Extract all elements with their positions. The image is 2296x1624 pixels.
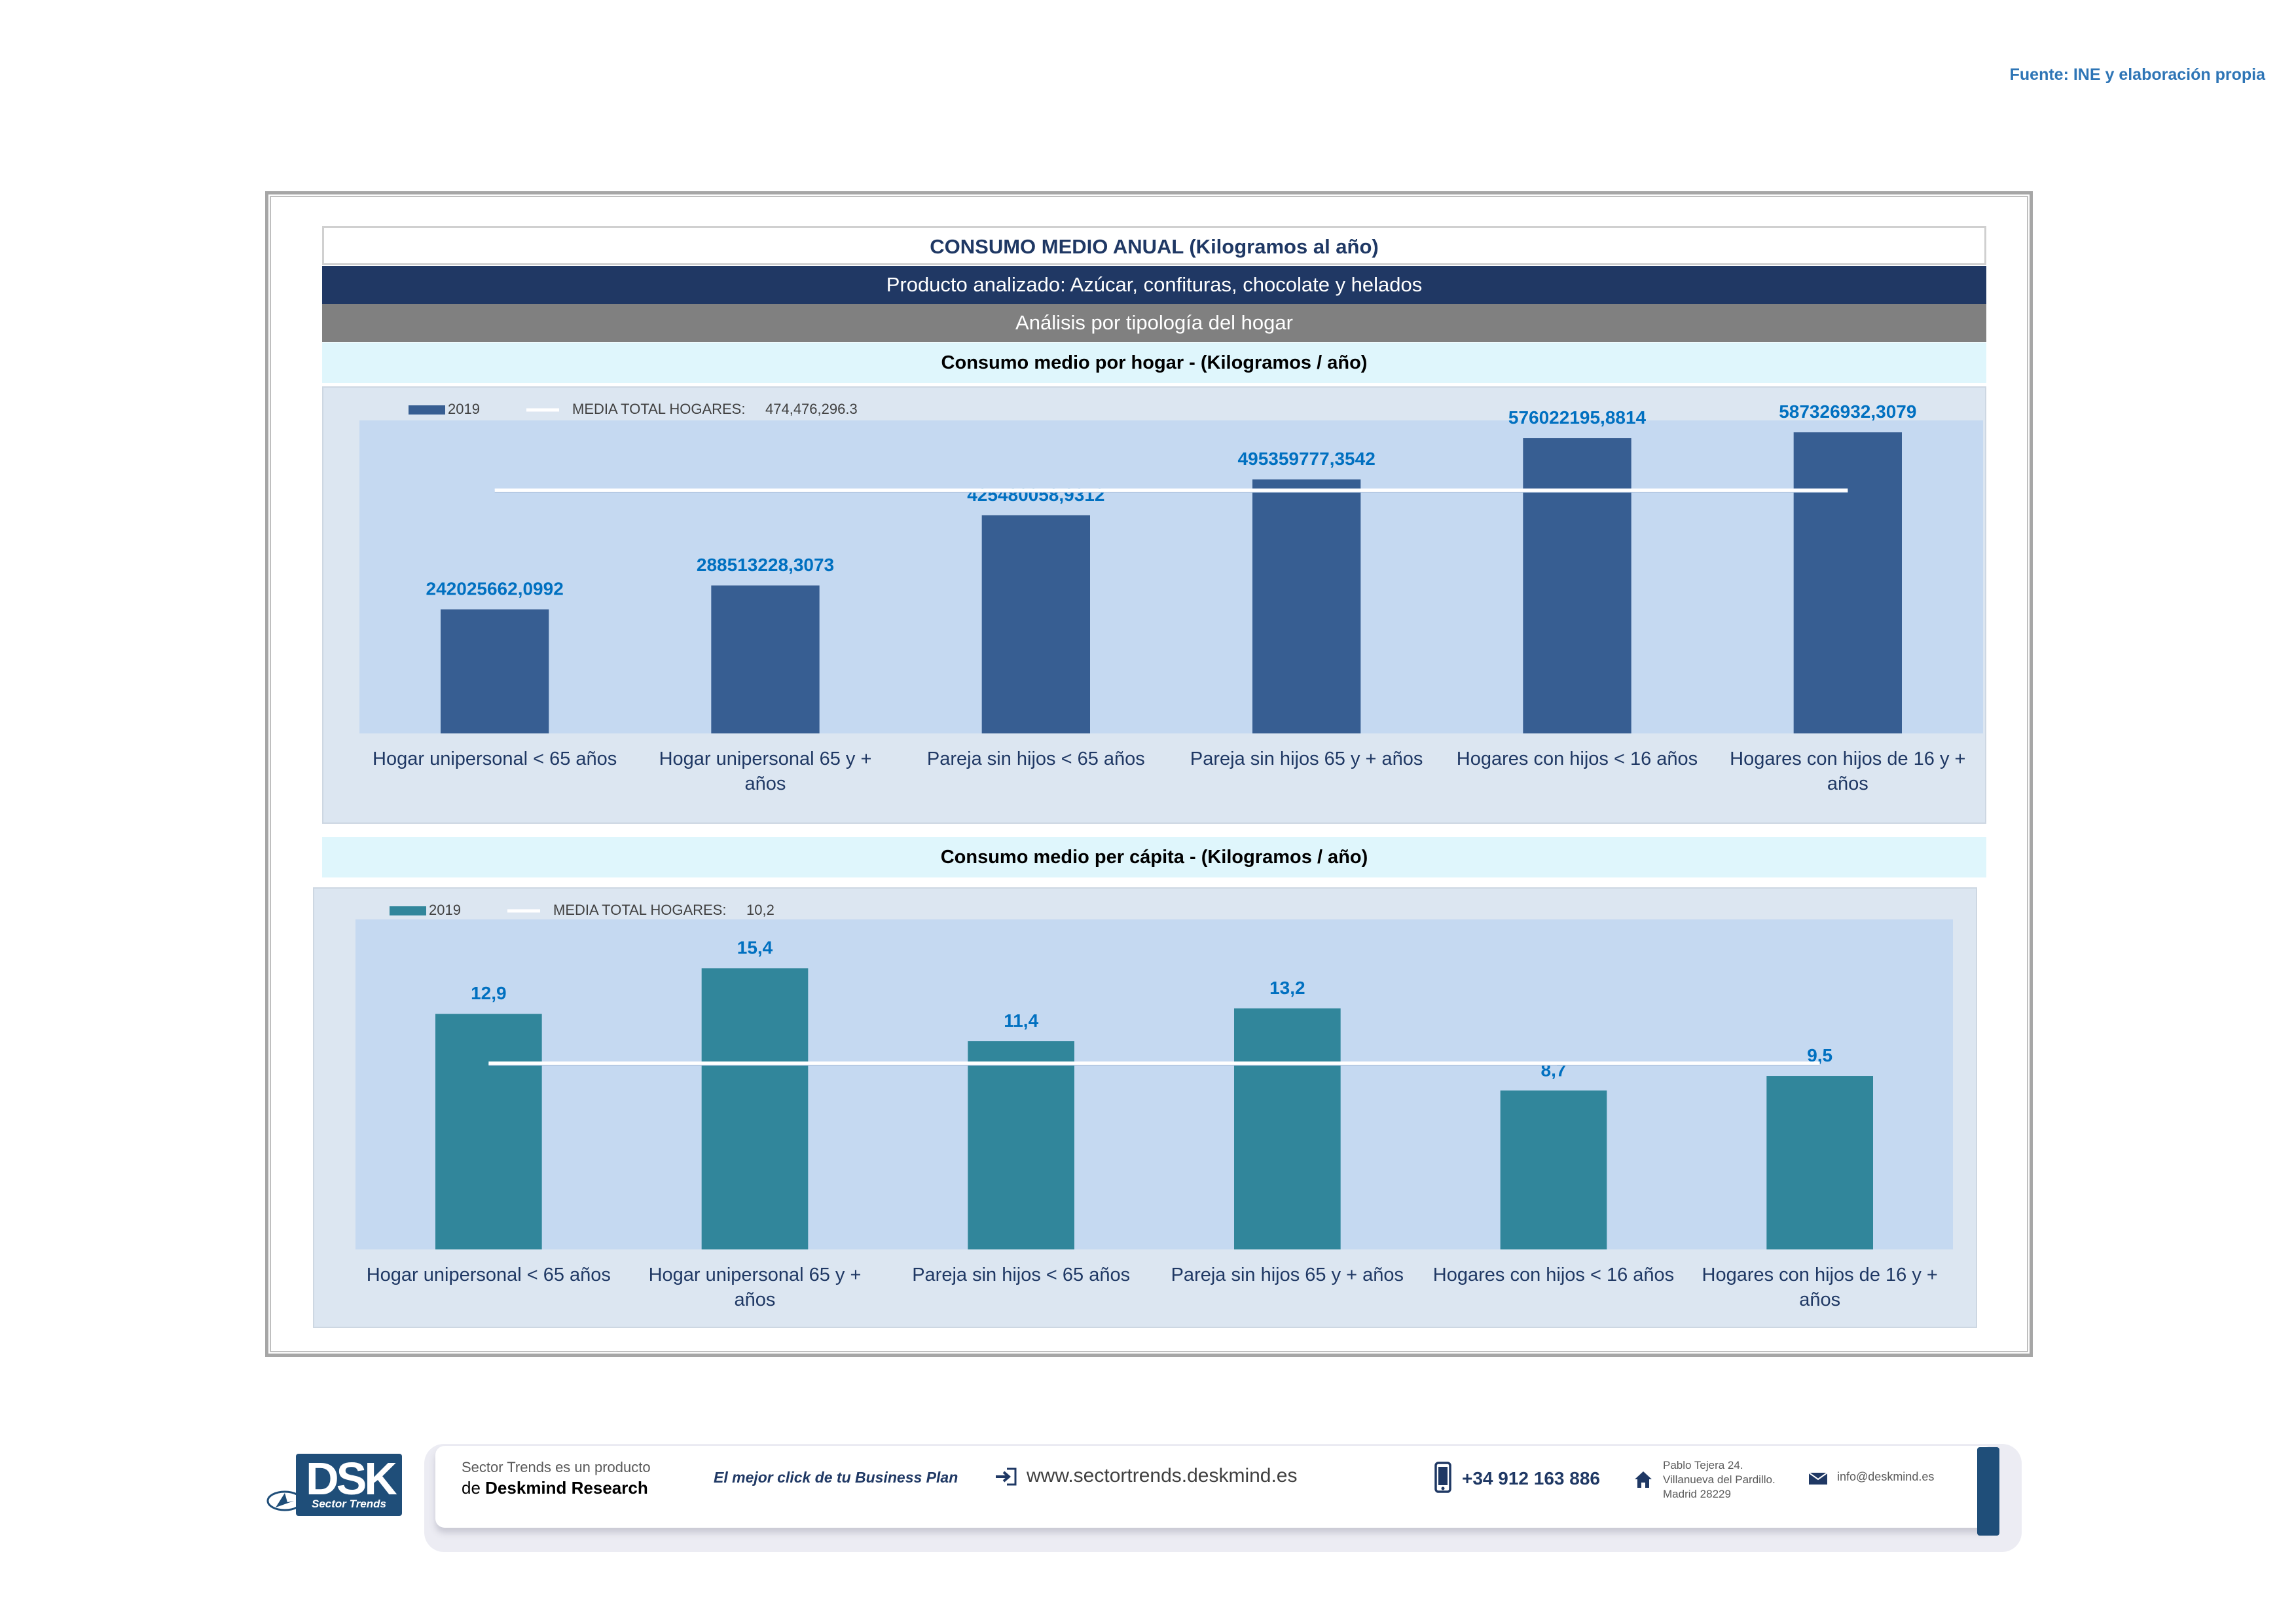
product-banner: Producto analizado: Azúcar, confituras, … xyxy=(322,266,1986,304)
chart1-legend-label-series: 2019 xyxy=(448,401,480,417)
chart2-data-label: 13,2 xyxy=(1269,978,1305,998)
chart2-category-label: Hogar unipersonal 65 y + xyxy=(649,1264,862,1285)
chart1-category-label: años xyxy=(745,773,786,794)
footer-address-line3: Madrid 28229 xyxy=(1663,1488,1731,1500)
chart2-category-label: años xyxy=(735,1289,776,1310)
chart2-category-label: años xyxy=(1799,1289,1840,1310)
chart2-svg: 2019 MEDIA TOTAL HOGARES: 10,2 12,9 Hogar un… xyxy=(355,902,1953,1310)
chart1-bar xyxy=(1793,432,1902,733)
chart1-panel: 2019 MEDIA TOTAL HOGARES: 474,476,296.3 242… xyxy=(322,386,1986,824)
chart1-legend-swatch-series xyxy=(409,405,445,415)
footer-brand-name: Deskmind Research xyxy=(485,1478,648,1498)
chart2-legend-label-series: 2019 xyxy=(429,902,461,918)
report-title: CONSUMO MEDIO ANUAL (Kilogramos al año) xyxy=(322,226,1986,265)
analysis-banner: Análisis por tipología del hogar xyxy=(322,304,1986,342)
chart1-data-label: 495359777,3542 xyxy=(1238,449,1376,469)
chart1-plot-area xyxy=(359,420,1983,733)
chart1-data-label: 587326932,3079 xyxy=(1779,401,1916,422)
footer-card xyxy=(435,1446,1994,1528)
chart2-data-label: 12,9 xyxy=(471,983,507,1003)
dsk-logo-subtitle: Sector Trends xyxy=(311,1498,386,1510)
footer-accent xyxy=(1977,1447,1999,1536)
dsk-logo-text: DSK xyxy=(306,1453,397,1504)
chart1-category-label: Pareja sin hijos < 65 años xyxy=(927,748,1145,769)
footer-phone: +34 912 163 886 xyxy=(1462,1468,1600,1488)
footer-brand-line: de Deskmind Research xyxy=(462,1478,648,1498)
chart2-bar xyxy=(968,1041,1074,1249)
chart1-category-label: Hogares con hijos < 16 años xyxy=(1457,748,1698,769)
chart1-title: Consumo medio por hogar - (Kilogramos / … xyxy=(322,342,1986,383)
footer-address-line1: Pablo Tejera 24. xyxy=(1663,1459,1743,1471)
chart2-category-label: Pareja sin hijos 65 y + años xyxy=(1171,1264,1404,1285)
dsk-logo xyxy=(296,1454,402,1516)
chart1-category-label: años xyxy=(1827,773,1868,794)
chart2-legend-reference-value: 10,2 xyxy=(746,902,774,918)
chart1-bar xyxy=(981,515,1090,733)
chart2-category-label: Hogares con hijos de 16 y + xyxy=(1702,1264,1938,1285)
chart1-category-label: Hogar unipersonal 65 y + xyxy=(659,748,872,769)
login-arrow-icon xyxy=(996,1467,1017,1486)
chart1-legend-reference-value: 474,476,296.3 xyxy=(765,401,858,417)
chart2-category-label: Hogares con hijos < 16 años xyxy=(1433,1264,1674,1285)
chart2-category-label: Hogar unipersonal < 65 años xyxy=(367,1264,611,1285)
footer-email-link[interactable]: info@deskmind.es xyxy=(1837,1470,1935,1483)
footer-tagline: El mejor click de tu Business Plan xyxy=(714,1469,958,1486)
chart2-bar xyxy=(1234,1008,1341,1249)
mail-icon xyxy=(1808,1472,1828,1485)
chart2-legend-swatch-series xyxy=(390,906,426,915)
footer-address-line2: Villanueva del Pardillo. xyxy=(1663,1473,1776,1486)
chart2-bar xyxy=(435,1014,542,1249)
chart2-bar xyxy=(1766,1076,1873,1249)
home-icon xyxy=(1635,1471,1652,1488)
chart2-bar xyxy=(1500,1090,1607,1249)
chart1-bar xyxy=(1523,438,1631,733)
chart2-plot-area xyxy=(355,919,1953,1249)
phone-icon xyxy=(1434,1462,1451,1493)
chart1-svg: 2019 MEDIA TOTAL HOGARES: 474,476,296.3 242… xyxy=(359,401,1983,794)
chart1-category-label: Pareja sin hijos 65 y + años xyxy=(1190,748,1423,769)
chart2-legend-label-reference: MEDIA TOTAL HOGARES: xyxy=(553,902,726,918)
chart1-data-label: 576022195,8814 xyxy=(1508,407,1647,428)
chart1-data-label: 288513228,3073 xyxy=(697,555,834,575)
chart2-bar xyxy=(701,968,809,1249)
chart2-data-label: 15,4 xyxy=(737,938,773,958)
chart1-data-label: 425480058,9312 xyxy=(967,485,1104,505)
chart1-category-label: Hogar unipersonal < 65 años xyxy=(373,748,617,769)
chart1-bar xyxy=(711,585,820,733)
cursor-arrow-icon xyxy=(266,1490,303,1511)
chart1-data-label: 242025662,0992 xyxy=(426,579,564,599)
chart1-bar xyxy=(1252,479,1361,733)
chart2-category-label: Pareja sin hijos < 65 años xyxy=(912,1264,1130,1285)
chart2-title: Consumo medio per cápita - (Kilogramos /… xyxy=(322,837,1986,877)
chart2-data-label: 11,4 xyxy=(1004,1010,1038,1031)
footer-brand-prefix: de xyxy=(462,1478,481,1498)
report-frame-inner xyxy=(270,196,2028,1352)
footer-product-line: Sector Trends es un producto xyxy=(462,1459,651,1475)
chart1-category-label: Hogares con hijos de 16 y + xyxy=(1730,748,1965,769)
chart1-legend-label-reference: MEDIA TOTAL HOGARES: xyxy=(572,401,745,417)
source-note: Fuente: INE y elaboración propia xyxy=(2009,65,2265,84)
chart2-panel: 2019 MEDIA TOTAL HOGARES: 10,2 12,9 Hogar un… xyxy=(313,887,1977,1328)
chart1-bar xyxy=(441,609,549,733)
footer-website-link[interactable]: www.sectortrends.deskmind.es xyxy=(1027,1465,1298,1486)
